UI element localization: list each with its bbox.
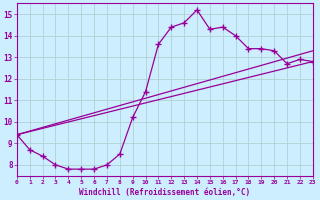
X-axis label: Windchill (Refroidissement éolien,°C): Windchill (Refroidissement éolien,°C) bbox=[79, 188, 250, 197]
